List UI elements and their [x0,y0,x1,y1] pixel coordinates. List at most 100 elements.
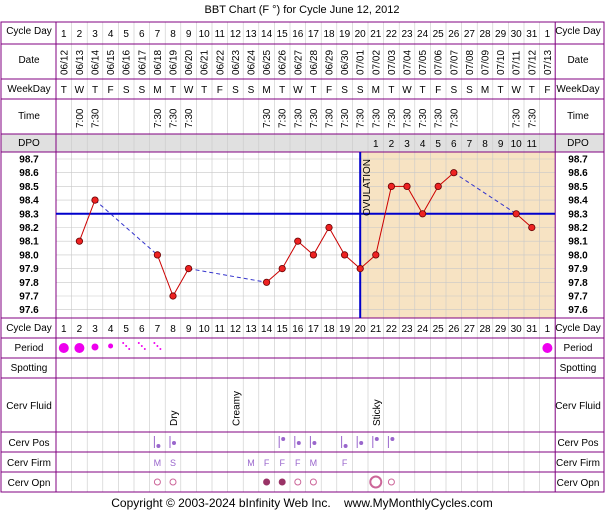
time-cell: 7:30 [309,108,320,128]
date-cell: 06/24 [247,50,258,75]
cycle-day-cell: 17 [308,324,320,335]
cerv-opn-marker [387,478,395,486]
dpo-cell: 4 [420,139,426,150]
cycle-day-cell: 1 [545,29,551,40]
y-tick-label-left: 98.4 [19,196,39,207]
date-cell: 07/06 [434,50,445,75]
temp-segment [281,240,299,269]
temp-point [75,237,84,245]
time-cell: 7:30 [512,108,523,128]
weekday-cell: T [170,85,176,96]
y-tick-label-left: 98.6 [19,168,39,179]
y-tick-label-left: 98.3 [19,209,39,220]
temp-point [169,292,177,300]
period-marker-spot [125,345,128,347]
y-tick-label-right: 98.1 [568,237,588,248]
left-row-labels: Cycle Day Date WeekDay Time DPO Cycle Da… [6,26,52,489]
cycle-day-cell: 7 [155,324,161,335]
period-marker-spot [153,342,156,344]
weekday-cell: F [108,85,114,96]
time-cell: 7:30 [184,108,195,128]
cerv-pos-marker [156,444,161,448]
weekday-cell: T [201,85,207,96]
weekday-cell: M [481,85,489,96]
label-dpo: DPO [18,138,40,149]
period-marker-medium [91,343,99,351]
right-label-time: Time [567,111,589,122]
temp-point [356,264,364,273]
cerv-opn-marker [369,475,383,489]
weekday-cell: W [293,85,303,96]
temp-point [434,182,442,190]
temp-point [294,237,302,245]
temp-point [91,196,99,204]
temp-point [418,210,427,218]
time-cell: 7:30 [371,108,382,128]
temp-segment [172,268,190,297]
y-tick-label-right: 98.7 [568,155,588,166]
label-period: Period [15,343,44,354]
date-cell: 06/17 [137,50,148,75]
right-label-cerv-pos: Cerv Pos [557,438,598,449]
right-label-cycle-day-top: Cycle Day [555,26,601,37]
cycle-day-cell: 2 [77,29,83,40]
time-cell: 7:00 [75,108,86,128]
grid [1,22,604,492]
label-date: Date [18,55,40,66]
time-cell: 7:30 [449,108,460,128]
weekday-cell: W [75,85,85,96]
y-tick-label-right: 98.6 [568,168,588,179]
y-tick-label-right: 98.3 [568,209,588,220]
y-tick-label-left: 97.7 [19,292,39,303]
y-tick-label-left: 98.1 [19,237,39,248]
cycle-day-cell: 16 [292,324,304,335]
temp-point [309,251,317,259]
cycle-day-cell: 14 [261,324,273,335]
time-cell: 7:30 [153,108,164,128]
date-cell: 06/14 [91,50,102,75]
luteal-phase-background [360,152,556,318]
cycle-day-cell: 27 [464,29,476,40]
cerv-opn-marker [169,478,177,486]
weekday-cell: S [248,85,255,96]
day-cells: 98.7 98.7 98.6 98.6 98.5 98.5 98.4 98.4 98.3 98.3… [19,29,588,335]
weekday-cell: S [232,85,239,96]
dpo-cell: 9 [498,139,504,150]
temp-segment [156,254,174,297]
time-cell: 7:30 [262,108,273,128]
cycle-day-cell: 28 [479,324,491,335]
label-cerv-firm: Cerv Firm [7,458,51,469]
cerv-firm-cell: S [170,458,176,468]
weekday-cell: T [420,85,426,96]
cerv-pos-marker [312,441,317,445]
right-label-cycle-day-bottom: Cycle Day [555,323,601,334]
cycle-day-cell: 17 [308,29,320,40]
cycle-day-cell: 18 [323,29,335,40]
label-time: Time [18,111,40,122]
weekday-cell: M [153,85,161,96]
y-tick-label-right: 97.8 [568,278,588,289]
cerv-firm-cell: M [310,458,318,468]
cycle-day-cell: 24 [417,29,429,40]
time-cell: 7:30 [418,108,429,128]
temp-point [387,182,395,190]
cerv-fluid-cell: Sticky [372,399,383,426]
y-tick-label-right: 98.2 [568,223,588,234]
dpo-cell: 6 [451,139,457,150]
cerv-firm-cell: F [264,458,270,468]
cerv-pos-marker [374,437,379,441]
right-label-cerv-fluid: Cerv Fluid [555,401,601,412]
temp-segment [78,199,96,242]
cycle-day-cell: 30 [511,29,523,40]
right-label-cerv-opn: Cerv Opn [557,478,600,489]
time-cell: 7:30 [91,108,102,128]
cycle-day-cell: 14 [261,29,273,40]
cycle-day-cell: 12 [230,29,242,40]
date-cell: 06/20 [184,50,195,75]
cycle-day-cell: 5 [123,29,129,40]
cycle-day-cell: 22 [386,29,398,40]
cerv-pos-marker [343,444,348,448]
date-cell: 06/22 [215,50,226,75]
dpo-cell: 10 [511,139,523,150]
